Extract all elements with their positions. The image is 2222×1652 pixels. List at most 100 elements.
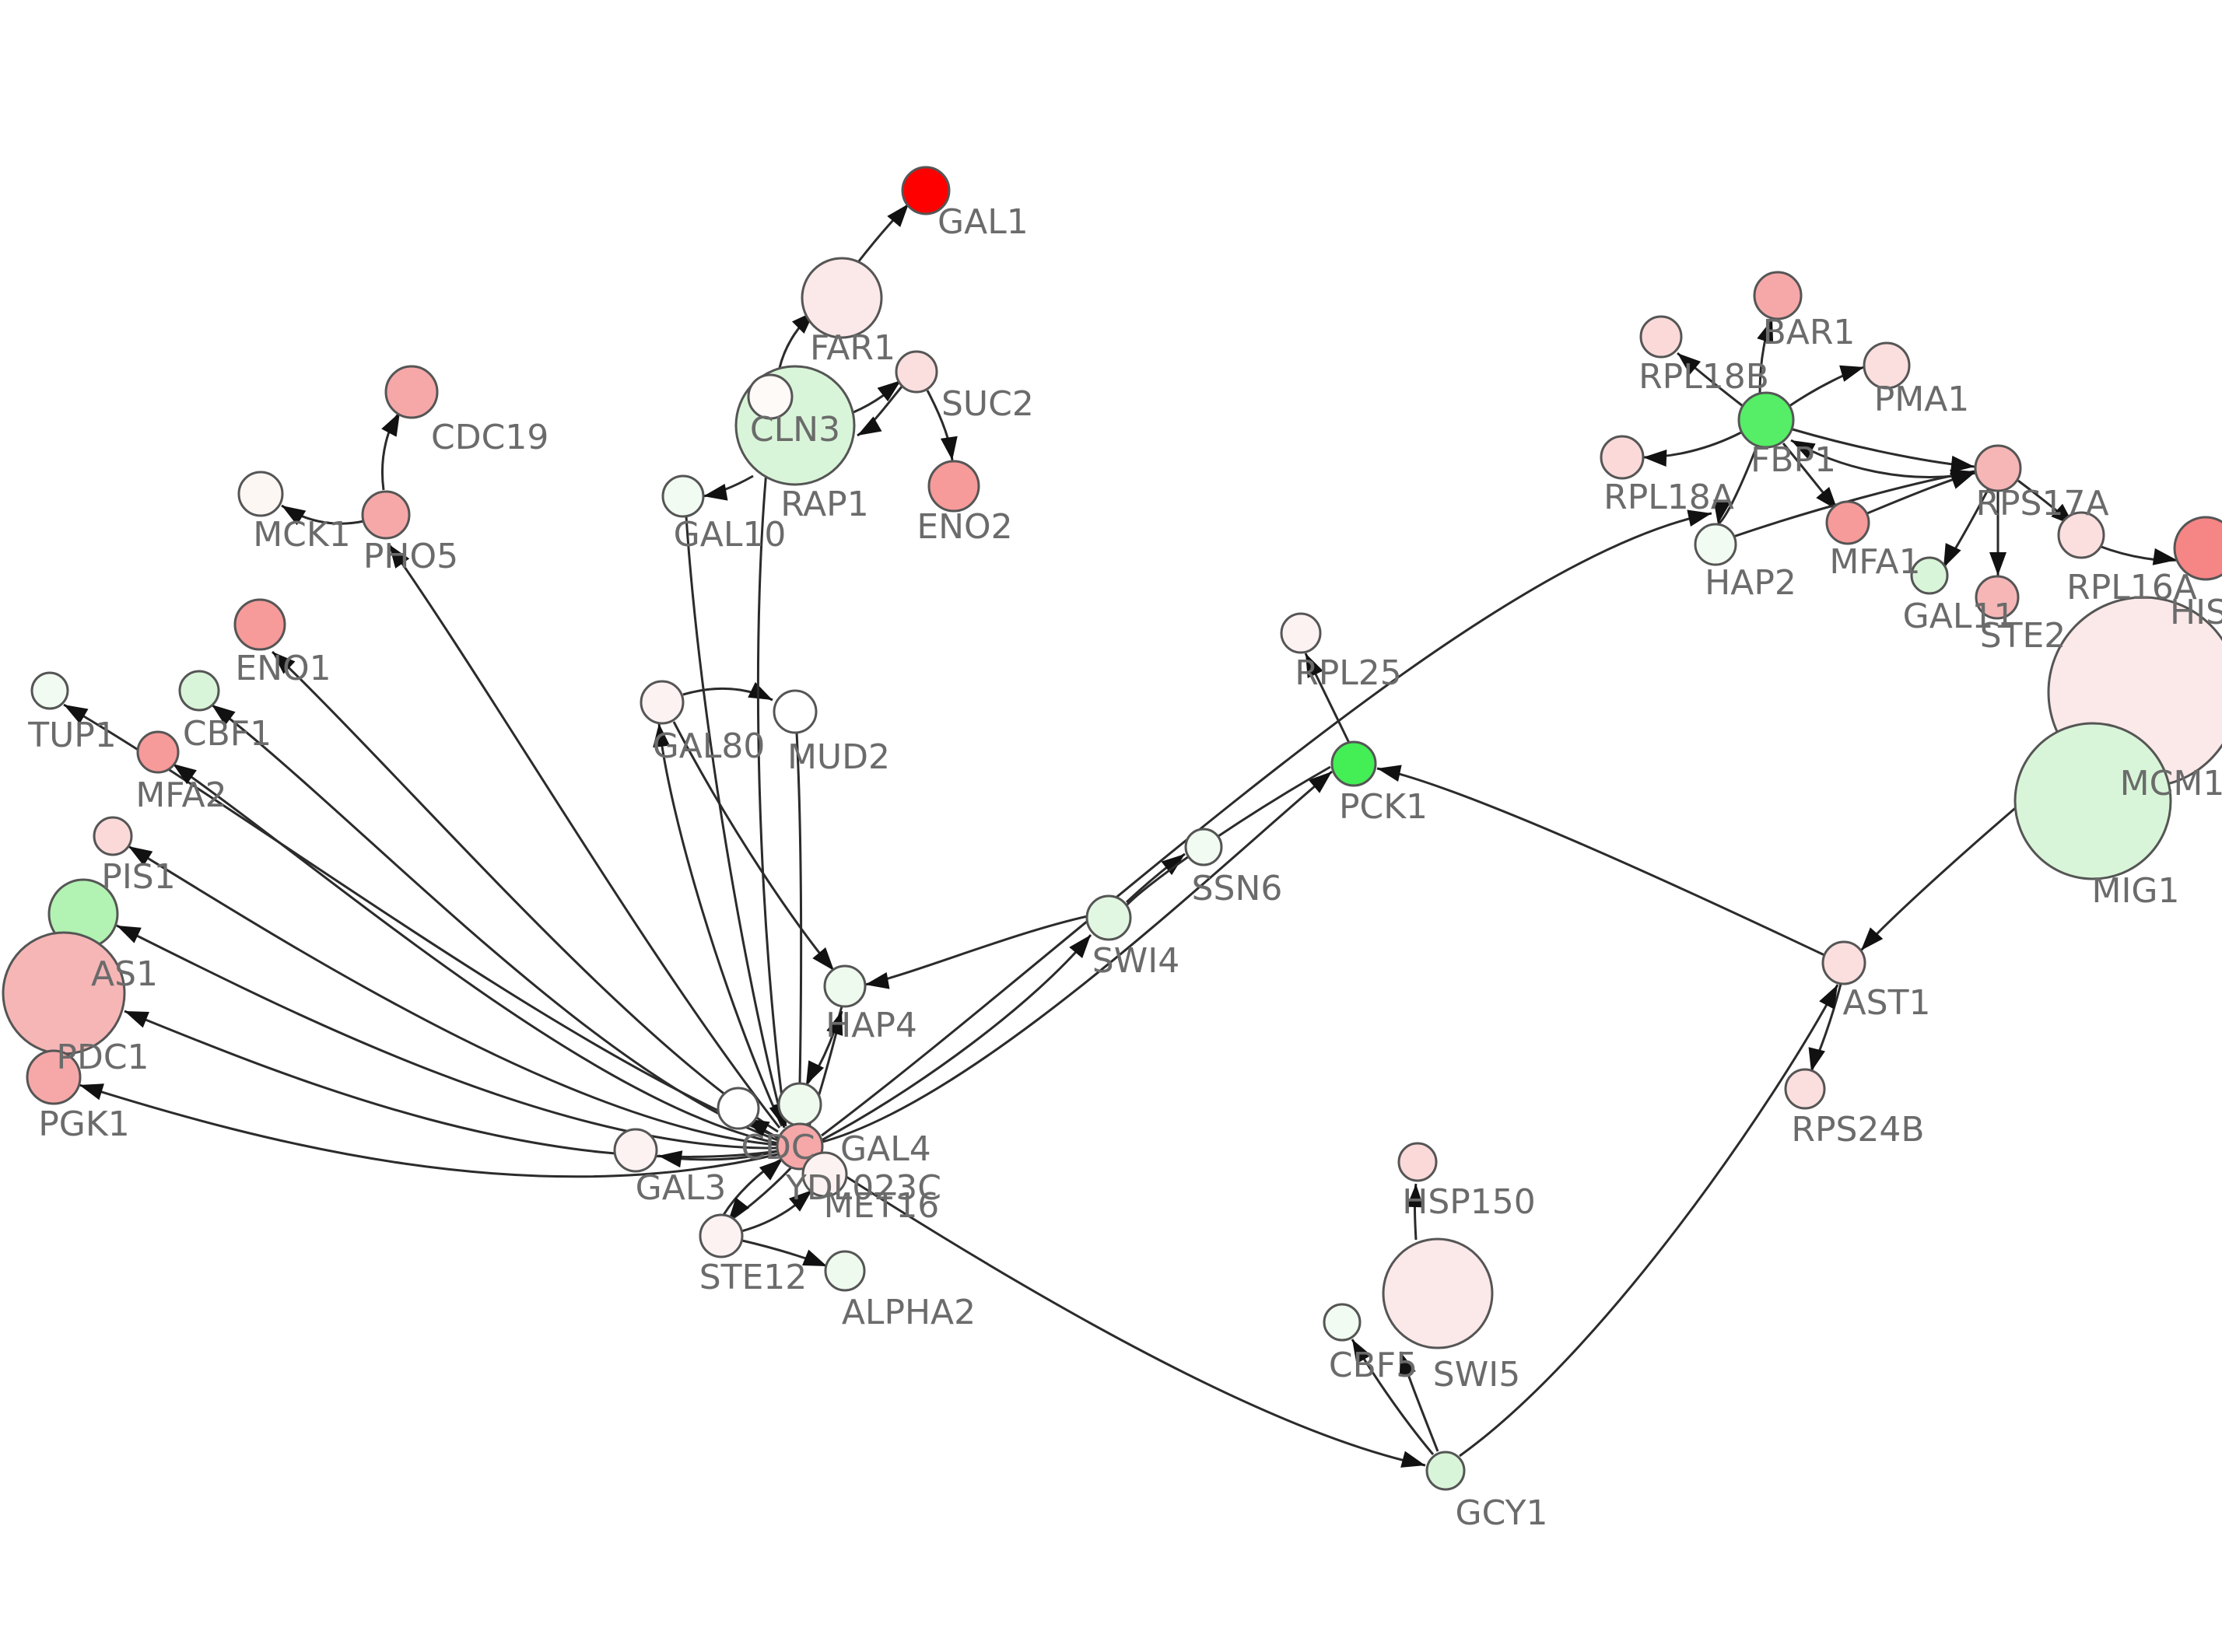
node-label-eno1: ENO1 bbox=[235, 649, 331, 688]
node-gal3[interactable] bbox=[613, 1128, 658, 1173]
arrowhead-gal4-gal3 bbox=[658, 1150, 683, 1168]
node-hsp150[interactable] bbox=[1397, 1142, 1438, 1182]
arrowhead-gcy1-cbf5 bbox=[1352, 1339, 1372, 1364]
edge-gal4-mfa2 bbox=[172, 762, 779, 1145]
node-hap4[interactable] bbox=[823, 964, 867, 1008]
node-rpl18b[interactable] bbox=[1639, 315, 1683, 359]
arrowhead-ste12-gal4 bbox=[759, 1159, 783, 1181]
node-mfa2[interactable] bbox=[136, 730, 180, 774]
node-met16[interactable] bbox=[777, 1082, 822, 1127]
node-rpl25[interactable] bbox=[1280, 612, 1322, 654]
arrowhead-gal4-tup1 bbox=[64, 705, 89, 724]
node-mfa1[interactable] bbox=[1825, 500, 1870, 545]
node-gal1[interactable] bbox=[901, 166, 951, 215]
node-rpl16a[interactable] bbox=[2057, 511, 2105, 559]
node-layer bbox=[2, 166, 2222, 1491]
node-label-gal4: GAL4 bbox=[840, 1129, 931, 1169]
arrowhead-fbp1-rpl18a bbox=[1643, 450, 1667, 467]
node-label-far1: FAR1 bbox=[810, 328, 895, 368]
node-mck1[interactable] bbox=[237, 471, 284, 517]
node-label-ste12: STE12 bbox=[699, 1258, 808, 1297]
arrowhead-suc2-cln3 bbox=[857, 416, 882, 436]
node-cbf5[interactable] bbox=[1323, 1303, 1362, 1342]
arrowhead-fbp1-pma1 bbox=[1839, 365, 1864, 382]
node-pgk1[interactable] bbox=[26, 1049, 82, 1105]
node-label-alpha2: ALPHA2 bbox=[842, 1293, 976, 1332]
node-tup1[interactable] bbox=[30, 671, 69, 710]
node-rap1[interactable] bbox=[747, 373, 794, 420]
node-cdc19[interactable] bbox=[384, 365, 439, 419]
node-label-mfa1: MFA1 bbox=[1829, 542, 1920, 582]
node-ssn6[interactable] bbox=[1184, 828, 1223, 866]
arrowhead-gal4-gal80 bbox=[653, 723, 671, 747]
node-hap2[interactable] bbox=[1694, 523, 1737, 566]
node-ste2[interactable] bbox=[1975, 575, 2020, 620]
arrowhead-gal4-pdc1 bbox=[124, 1011, 149, 1028]
node-alpha2[interactable] bbox=[824, 1250, 866, 1292]
node-label-gcy1: GCY1 bbox=[1456, 1493, 1548, 1533]
node-rpl18a[interactable] bbox=[1600, 435, 1645, 480]
node-label-rps17a: RPS17A bbox=[1975, 484, 2108, 523]
arrowhead-gal80-hap4 bbox=[812, 947, 834, 971]
node-label-mud2: MUD2 bbox=[787, 737, 890, 777]
arrowhead-rps17a-fbp1 bbox=[1791, 440, 1816, 459]
node-pck1[interactable] bbox=[1330, 740, 1377, 787]
arrowhead-gal4-cbf1 bbox=[212, 705, 236, 726]
node-label-as1: AS1 bbox=[91, 954, 158, 994]
arrowhead-rps17a-gal11 bbox=[1943, 543, 1961, 568]
arrowhead-ste12-alpha2 bbox=[802, 1249, 827, 1266]
edge-mud2-gal4 bbox=[795, 732, 803, 1124]
edge-gal4-eno1 bbox=[271, 650, 779, 1133]
node-label-pdc1: PDC1 bbox=[56, 1038, 149, 1077]
edge-rap1-gal4 bbox=[756, 418, 787, 1127]
arrowhead-fbp1-mfa1 bbox=[1816, 486, 1838, 510]
arrowhead-gal4-mfa2 bbox=[173, 764, 197, 785]
node-label-his4: HIS4 bbox=[2170, 593, 2222, 632]
arrowhead-fbp1-rps17a bbox=[1950, 455, 1975, 473]
arrowhead-hap4-met16 bbox=[806, 1060, 825, 1085]
arrowhead-fbp1-hap2 bbox=[1713, 499, 1731, 524]
node-far1[interactable] bbox=[801, 257, 883, 339]
node-label-pis1: PIS1 bbox=[101, 857, 175, 897]
node-label-swi5: SWI5 bbox=[1433, 1355, 1520, 1395]
arrowhead-gal4-as1 bbox=[117, 926, 142, 943]
node-ste12[interactable] bbox=[699, 1213, 744, 1258]
node-ast1[interactable] bbox=[1821, 940, 1866, 985]
arrowhead-suc2-eno2 bbox=[940, 436, 958, 460]
node-gal80[interactable] bbox=[640, 680, 685, 725]
node-pho5[interactable] bbox=[361, 490, 411, 540]
node-rps17a[interactable] bbox=[1974, 444, 2022, 492]
node-gcy1[interactable] bbox=[1425, 1451, 1466, 1491]
node-bar1[interactable] bbox=[1753, 271, 1803, 320]
node-pis1[interactable] bbox=[93, 816, 133, 856]
node-rps24b[interactable] bbox=[1784, 1068, 1826, 1110]
node-swi4[interactable] bbox=[1085, 894, 1132, 941]
node-his4[interactable] bbox=[2173, 516, 2222, 581]
node-fbp1[interactable] bbox=[1737, 391, 1795, 449]
node-mig1[interactable] bbox=[2013, 722, 2172, 880]
node-gal11[interactable] bbox=[1910, 556, 1949, 595]
arrowhead-hap4-swi4 bbox=[865, 971, 890, 989]
node-label-rpl18b: RPL18B bbox=[1638, 357, 1769, 397]
node-eno2[interactable] bbox=[927, 460, 980, 513]
node-eno1[interactable] bbox=[233, 598, 286, 651]
node-swi5[interactable] bbox=[1382, 1237, 1494, 1349]
arrowhead-swi4-ssn6 bbox=[1161, 854, 1185, 876]
node-label-suc2: SUC2 bbox=[941, 384, 1034, 424]
node-label-gal1: GAL1 bbox=[938, 202, 1029, 242]
node-mud2[interactable] bbox=[773, 689, 818, 734]
arrowhead-swi5-hsp150 bbox=[1406, 1184, 1424, 1208]
node-cdc[interactable] bbox=[717, 1087, 760, 1130]
node-gal10[interactable] bbox=[661, 474, 705, 518]
arrowhead-mcm1-ast1 bbox=[1861, 927, 1884, 950]
arrowhead-hap2-rps17a bbox=[1950, 469, 1975, 486]
node-ydl023c[interactable] bbox=[801, 1151, 848, 1198]
node-label-rpl18a: RPL18A bbox=[1603, 478, 1734, 517]
arrowhead-swi4-pck1 bbox=[1308, 772, 1332, 793]
node-cbf1[interactable] bbox=[178, 670, 220, 712]
node-label-ssn6: SSN6 bbox=[1192, 869, 1283, 908]
edge-swi4-pck1 bbox=[816, 770, 1333, 1145]
node-suc2[interactable] bbox=[895, 350, 938, 394]
node-pma1[interactable] bbox=[1863, 341, 1911, 390]
